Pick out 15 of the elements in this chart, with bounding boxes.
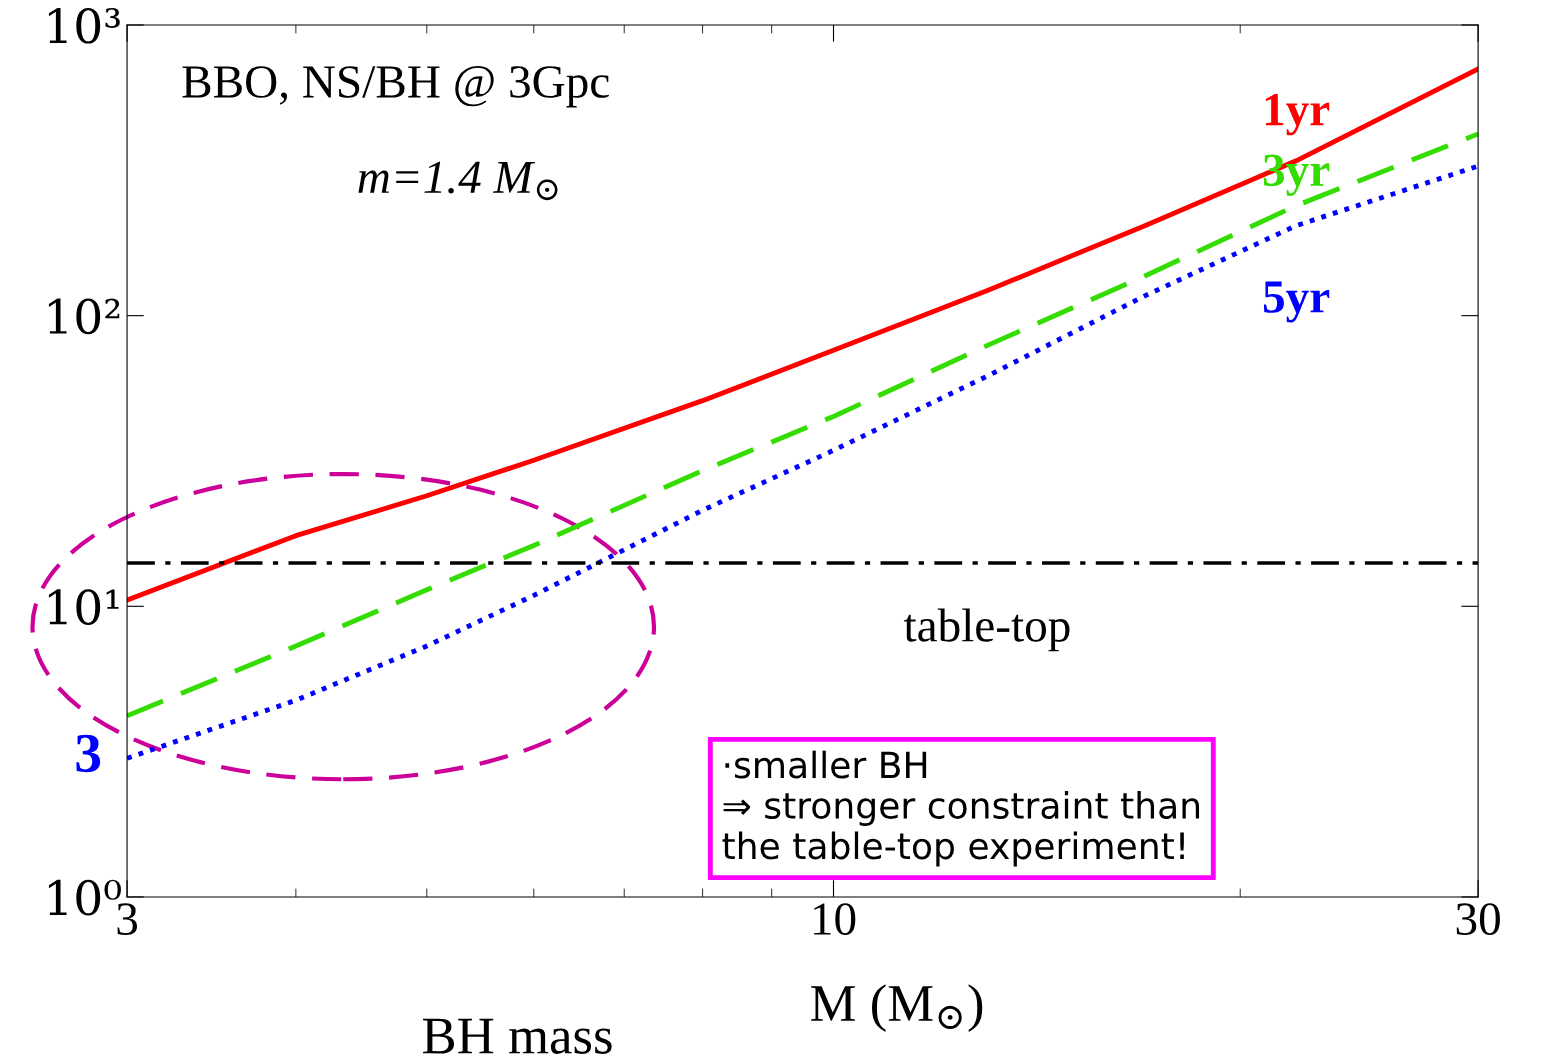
y-tick-label: 10² <box>48 298 120 335</box>
series-label: 3yr <box>1263 154 1330 196</box>
x-tick-label: 30 <box>1456 903 1500 936</box>
y-tick-label: 10³ <box>48 7 120 44</box>
x-axis-title: M (M$_{⊙}$) <box>811 984 983 1033</box>
y-tick-label: 10¹ <box>48 589 119 625</box>
annotation: BBO, NS/BH @ 3Gpc <box>182 65 609 108</box>
x-tick-label: 10 <box>814 903 856 936</box>
text: BH mass <box>422 1018 612 1054</box>
series-label: 1yr <box>1265 93 1330 136</box>
annotation: 3 <box>76 734 101 773</box>
ref-line-label: table-top <box>903 608 1070 652</box>
annotation: m=1.4 M$_{⊙}$ <box>358 161 558 201</box>
series-label: 5yr <box>1263 281 1330 323</box>
annotation: ·smaller BH ⇒ stronger constraint than the table-top experiment! <box>722 750 1200 867</box>
